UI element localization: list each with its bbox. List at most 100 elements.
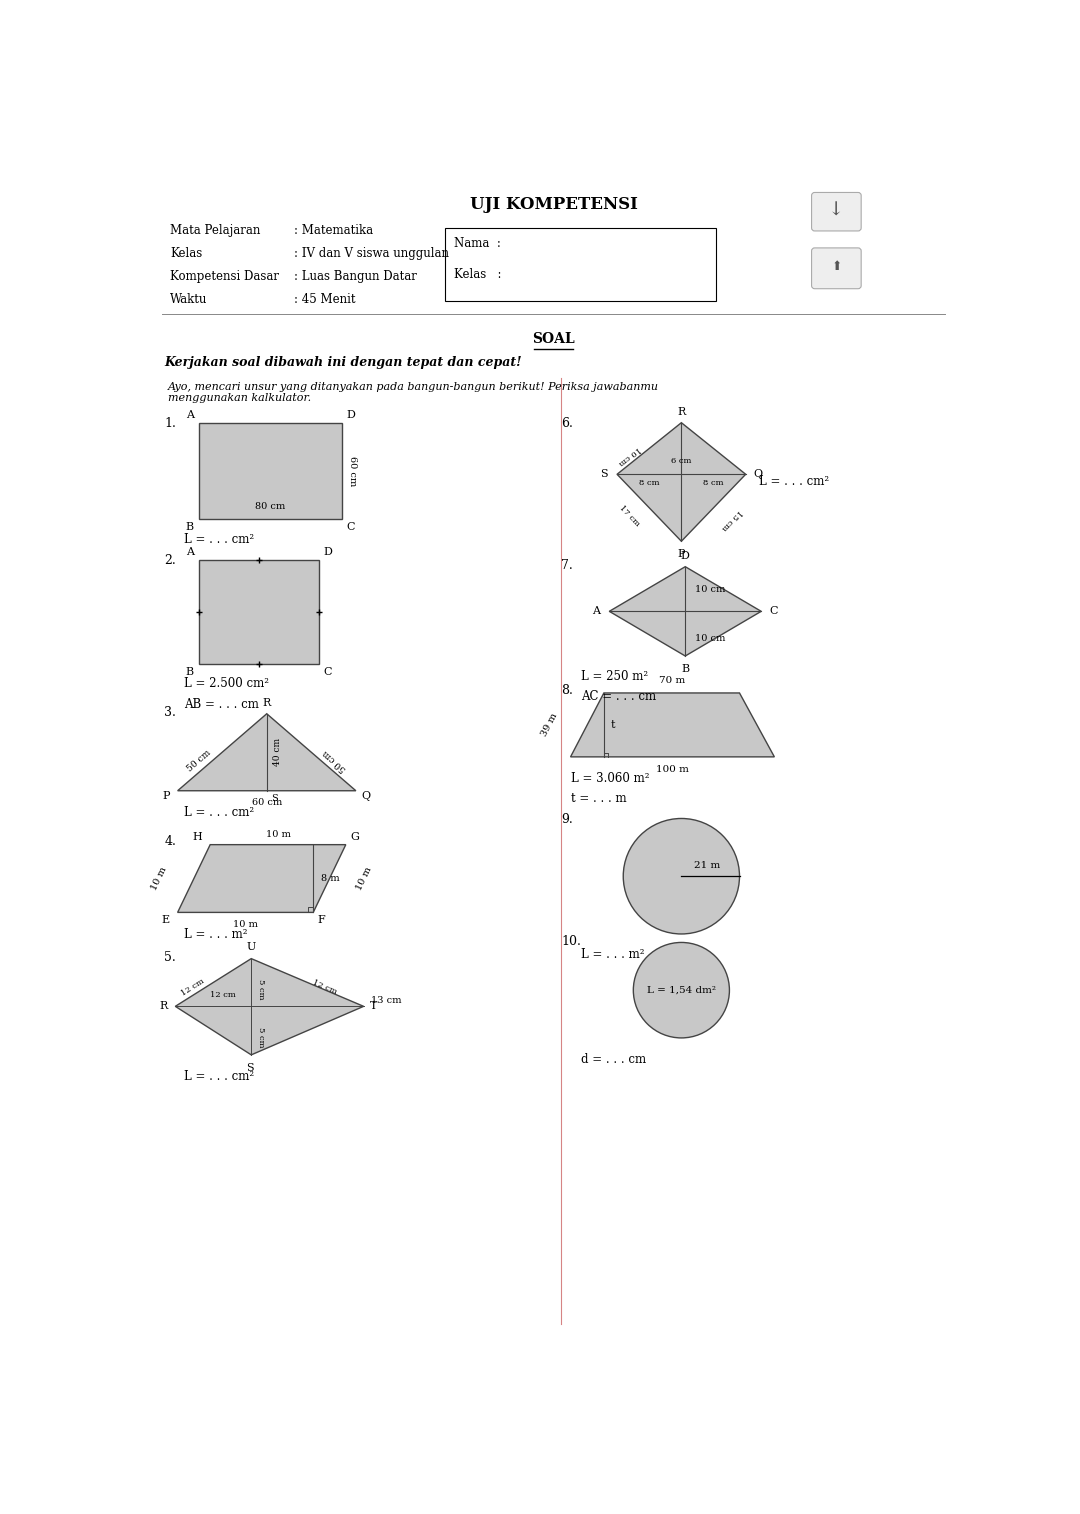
Text: 6 cm: 6 cm (671, 457, 691, 465)
Polygon shape (570, 693, 774, 757)
Text: A: A (186, 410, 194, 419)
Text: E: E (162, 916, 170, 925)
Text: C: C (769, 606, 778, 616)
Text: 2.: 2. (164, 554, 176, 566)
Text: 10 cm: 10 cm (617, 445, 642, 466)
Text: 8 cm: 8 cm (703, 478, 724, 488)
Text: D: D (347, 410, 355, 419)
Text: AB = . . . cm: AB = . . . cm (184, 698, 259, 710)
Text: Q: Q (362, 790, 370, 801)
Text: : IV dan V siswa unggulan: : IV dan V siswa unggulan (294, 247, 449, 260)
Text: P: P (162, 790, 170, 801)
Text: 1.: 1. (164, 416, 176, 430)
Text: S: S (600, 469, 608, 480)
Polygon shape (609, 566, 761, 656)
Text: C: C (323, 666, 332, 677)
Text: L = 1,54 dm²: L = 1,54 dm² (647, 986, 716, 995)
Text: Mata Pelajaran: Mata Pelajaran (170, 224, 260, 238)
Text: 40 cm: 40 cm (273, 739, 282, 766)
Polygon shape (177, 845, 346, 913)
Polygon shape (175, 958, 364, 1055)
Text: t: t (611, 721, 616, 730)
Text: L = . . . cm²: L = . . . cm² (759, 475, 829, 489)
Text: : Luas Bangun Datar: : Luas Bangun Datar (294, 269, 417, 283)
Text: F: F (318, 916, 326, 925)
Text: P: P (677, 550, 685, 559)
Text: 5 cm: 5 cm (257, 1026, 266, 1048)
Text: 5 cm: 5 cm (257, 978, 266, 999)
Text: S: S (246, 1063, 254, 1072)
Text: G: G (350, 831, 360, 842)
Circle shape (623, 819, 740, 934)
Text: 10 cm: 10 cm (694, 584, 725, 593)
Text: 10 cm: 10 cm (694, 634, 725, 642)
Text: D: D (323, 547, 333, 557)
Text: 60 cm: 60 cm (252, 798, 282, 807)
Text: t = . . . m: t = . . . m (570, 792, 626, 805)
Text: L = . . . cm²: L = . . . cm² (184, 1070, 254, 1083)
Text: L = . . . m²: L = . . . m² (581, 948, 644, 961)
Text: L = . . . cm²: L = . . . cm² (184, 805, 254, 819)
Text: 10 m: 10 m (266, 830, 291, 839)
Text: T: T (369, 1001, 377, 1011)
Text: ↓: ↓ (828, 201, 845, 220)
Text: 21 m: 21 m (694, 861, 720, 871)
FancyBboxPatch shape (445, 229, 716, 301)
Text: U: U (246, 942, 256, 952)
Text: : Matematika: : Matematika (294, 224, 373, 238)
Text: : 45 Menit: : 45 Menit (294, 294, 355, 306)
Text: S: S (271, 793, 279, 802)
Text: C: C (347, 522, 355, 531)
Text: L = 3.060 m²: L = 3.060 m² (570, 772, 649, 786)
Text: R: R (262, 698, 271, 709)
Text: 70 m: 70 m (659, 677, 685, 686)
Text: Q: Q (754, 469, 762, 480)
Text: Kelas: Kelas (170, 247, 202, 260)
Text: Kelas   :: Kelas : (455, 268, 502, 282)
Text: B: B (186, 522, 194, 531)
Text: A: A (592, 606, 600, 616)
Text: B: B (681, 663, 689, 674)
Text: L = 250 m²: L = 250 m² (581, 669, 648, 683)
Text: 8 cm: 8 cm (639, 478, 660, 488)
Text: Nama  :: Nama : (455, 238, 501, 250)
Polygon shape (199, 560, 319, 663)
Polygon shape (177, 713, 356, 790)
Text: 9.: 9. (562, 813, 573, 827)
Text: 12 cm: 12 cm (311, 978, 338, 996)
Text: 17 cm: 17 cm (618, 504, 642, 528)
FancyBboxPatch shape (811, 248, 861, 289)
Text: 10 m: 10 m (355, 866, 374, 892)
Text: 6.: 6. (562, 416, 573, 430)
Text: R: R (677, 407, 686, 416)
Text: UJI KOMPETENSI: UJI KOMPETENSI (470, 195, 637, 212)
Text: H: H (192, 831, 202, 842)
Text: 13 cm: 13 cm (372, 996, 402, 1005)
Text: 3.: 3. (164, 706, 176, 719)
Text: Ayo, mencari unsur yang ditanyakan pada bangun-bangun berikut! Periksa jawabanmu: Ayo, mencari unsur yang ditanyakan pada … (167, 382, 659, 403)
Text: 10 m: 10 m (233, 921, 258, 930)
Text: Kompetensi Dasar: Kompetensi Dasar (170, 269, 279, 283)
Text: Waktu: Waktu (170, 294, 207, 306)
Text: 100 m: 100 m (656, 765, 689, 774)
Text: ⬆: ⬆ (832, 260, 841, 273)
Text: 8 m: 8 m (321, 874, 339, 883)
Text: L = . . . m²: L = . . . m² (184, 928, 247, 940)
Text: 12 cm: 12 cm (179, 977, 205, 998)
Polygon shape (617, 422, 745, 542)
Text: 60 cm: 60 cm (348, 456, 357, 486)
Text: SOAL: SOAL (532, 332, 575, 345)
Text: Kerjakan soal dibawah ini dengan tepat dan cepat!: Kerjakan soal dibawah ini dengan tepat d… (164, 356, 522, 369)
Text: B: B (186, 666, 194, 677)
Text: 8.: 8. (562, 684, 573, 696)
Text: 50 cm: 50 cm (321, 748, 348, 774)
Text: 15 cm: 15 cm (719, 507, 743, 531)
Text: 4.: 4. (164, 836, 176, 848)
Text: L = 2.500 cm²: L = 2.500 cm² (184, 677, 269, 690)
Text: D: D (680, 551, 690, 560)
FancyBboxPatch shape (811, 192, 861, 232)
Text: 7.: 7. (562, 559, 573, 572)
Text: 39 m: 39 m (540, 712, 559, 737)
Text: 5.: 5. (164, 951, 176, 964)
Text: L = . . . cm²: L = . . . cm² (184, 533, 254, 547)
